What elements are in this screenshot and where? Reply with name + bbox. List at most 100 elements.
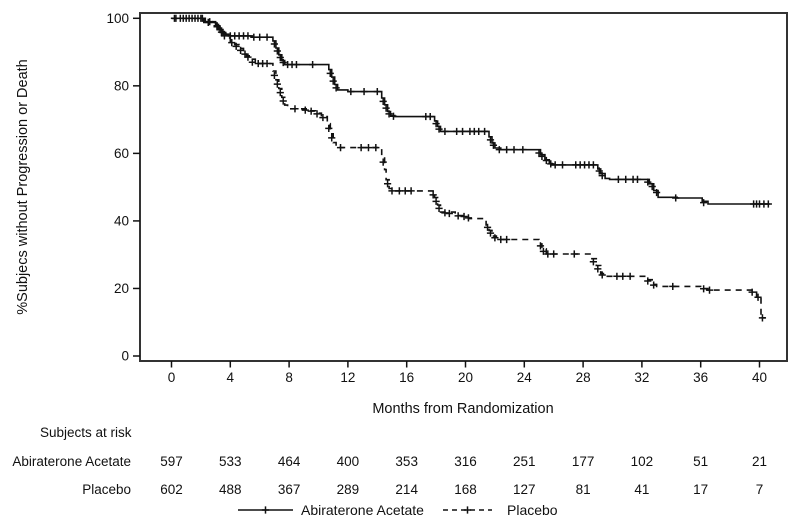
censor-mark-abiraterone-acetate bbox=[551, 161, 559, 169]
censor-mark-placebo bbox=[228, 39, 236, 47]
censor-mark-placebo bbox=[279, 97, 287, 105]
risk-count-placebo: 488 bbox=[219, 482, 242, 497]
risk-count-abiraterone-acetate: 400 bbox=[337, 454, 360, 469]
censor-mark-abiraterone-acetate bbox=[244, 32, 252, 40]
censor-mark-placebo bbox=[460, 212, 468, 221]
censor-mark-abiraterone-acetate bbox=[256, 33, 264, 41]
risk-count-abiraterone-acetate: 316 bbox=[454, 454, 477, 469]
censor-mark-abiraterone-acetate bbox=[347, 87, 355, 96]
censor-mark-placebo bbox=[220, 32, 229, 40]
censor-mark-placebo bbox=[486, 229, 495, 237]
censor-mark-placebo bbox=[263, 59, 271, 68]
legend-censor-icon bbox=[463, 506, 472, 514]
y-axis-title: %Subjecs without Progression or Death bbox=[15, 59, 31, 315]
x-tick-label: 12 bbox=[340, 370, 355, 385]
censor-mark-placebo bbox=[594, 265, 602, 273]
censor-mark-placebo bbox=[626, 272, 634, 280]
censor-mark-abiraterone-acetate bbox=[653, 188, 661, 197]
censor-mark-abiraterone-acetate bbox=[270, 40, 278, 48]
series-layer bbox=[170, 14, 772, 322]
x-tick-label: 16 bbox=[399, 370, 414, 385]
censor-mark-abiraterone-acetate bbox=[558, 161, 567, 169]
censor-mark-placebo bbox=[539, 247, 548, 255]
series-abiraterone-acetate bbox=[170, 14, 772, 208]
censor-mark-placebo bbox=[197, 14, 205, 22]
censor-mark-placebo bbox=[357, 144, 365, 152]
censor-mark-placebo bbox=[379, 158, 387, 166]
censor-mark-abiraterone-acetate bbox=[441, 127, 449, 136]
censor-mark-abiraterone-acetate bbox=[309, 60, 317, 69]
risk-count-abiraterone-acetate: 102 bbox=[631, 454, 654, 469]
curve-placebo bbox=[171, 17, 766, 319]
censor-mark-placebo bbox=[705, 286, 714, 294]
censor-mark-abiraterone-acetate bbox=[633, 175, 642, 183]
censor-mark-abiraterone-acetate bbox=[614, 175, 622, 183]
censor-mark-placebo bbox=[273, 80, 281, 88]
risk-count-abiraterone-acetate: 51 bbox=[693, 454, 708, 469]
censor-mark-placebo bbox=[503, 235, 511, 244]
x-tick-label: 36 bbox=[693, 370, 708, 385]
risk-count-abiraterone-acetate: 533 bbox=[219, 454, 242, 469]
censor-mark-abiraterone-acetate bbox=[503, 146, 511, 154]
risk-count-abiraterone-acetate: 177 bbox=[572, 454, 595, 469]
censor-mark-placebo bbox=[248, 58, 256, 66]
censor-mark-placebo bbox=[464, 214, 473, 222]
x-tick-label: 20 bbox=[458, 370, 473, 385]
legend: Abiraterone Acetate Placebo bbox=[238, 502, 558, 518]
risk-count-abiraterone-acetate: 21 bbox=[752, 454, 767, 469]
censor-mark-abiraterone-acetate bbox=[622, 175, 630, 183]
x-axis: 0 4 8 12 16 20 24 28 32 36 40 bbox=[168, 361, 767, 385]
censor-mark-placebo bbox=[483, 223, 492, 231]
censor-mark-placebo bbox=[236, 46, 245, 54]
censor-mark-abiraterone-acetate bbox=[547, 160, 555, 168]
censor-mark-abiraterone-acetate bbox=[495, 146, 503, 154]
censor-mark-abiraterone-acetate bbox=[542, 156, 550, 165]
risk-count-abiraterone-acetate: 464 bbox=[278, 454, 301, 469]
censor-mark-abiraterone-acetate bbox=[360, 87, 368, 96]
censor-mark-placebo bbox=[372, 144, 380, 152]
censor-mark-placebo bbox=[388, 187, 396, 195]
risk-count-placebo: 127 bbox=[513, 482, 536, 497]
plot-frame bbox=[139, 12, 788, 362]
censor-mark-placebo bbox=[307, 107, 315, 115]
censor-mark-placebo bbox=[364, 144, 373, 152]
censor-mark-abiraterone-acetate bbox=[432, 120, 440, 128]
censor-mark-abiraterone-acetate bbox=[263, 33, 271, 41]
y-tick-label: 60 bbox=[114, 146, 129, 161]
y-tick-label: 40 bbox=[114, 214, 129, 229]
censor-mark-abiraterone-acetate bbox=[389, 112, 398, 120]
risk-count-placebo: 602 bbox=[160, 482, 183, 497]
x-axis-title: Months from Randomization bbox=[372, 401, 553, 417]
censor-mark-placebo bbox=[754, 293, 762, 301]
risk-count-placebo: 367 bbox=[278, 482, 301, 497]
censor-mark-abiraterone-acetate bbox=[292, 60, 301, 69]
risk-count-abiraterone-acetate: 597 bbox=[160, 454, 183, 469]
series-placebo bbox=[171, 14, 767, 322]
censor-mark-abiraterone-acetate bbox=[332, 84, 340, 92]
censor-mark-abiraterone-acetate bbox=[426, 112, 434, 121]
risk-count-placebo: 81 bbox=[576, 482, 591, 497]
y-tick-label: 80 bbox=[114, 78, 129, 93]
censor-mark-placebo bbox=[325, 124, 333, 132]
censor-mark-abiraterone-acetate bbox=[481, 127, 489, 136]
censor-mark-placebo bbox=[206, 18, 214, 26]
censor-mark-abiraterone-acetate bbox=[764, 200, 772, 208]
censor-mark-abiraterone-acetate bbox=[489, 141, 498, 149]
x-tick-label: 8 bbox=[285, 370, 293, 385]
censor-mark-placebo bbox=[550, 250, 558, 258]
censor-mark-placebo bbox=[313, 110, 321, 118]
risk-count-placebo: 168 bbox=[454, 482, 477, 497]
censor-mark-placebo bbox=[445, 209, 453, 218]
risk-row-label-abiraterone-acetate: Abiraterone Acetate bbox=[12, 454, 131, 469]
censor-mark-abiraterone-acetate bbox=[589, 161, 597, 169]
censor-mark-placebo bbox=[319, 113, 327, 122]
risk-count-placebo: 289 bbox=[337, 482, 360, 497]
censor-mark-abiraterone-acetate bbox=[279, 58, 287, 67]
censor-mark-placebo bbox=[570, 250, 578, 258]
censor-mark-abiraterone-acetate bbox=[598, 172, 606, 180]
censor-mark-placebo bbox=[336, 144, 345, 152]
y-tick-label: 100 bbox=[106, 11, 129, 26]
x-tick-label: 24 bbox=[517, 370, 533, 385]
censor-mark-abiraterone-acetate bbox=[538, 152, 546, 161]
